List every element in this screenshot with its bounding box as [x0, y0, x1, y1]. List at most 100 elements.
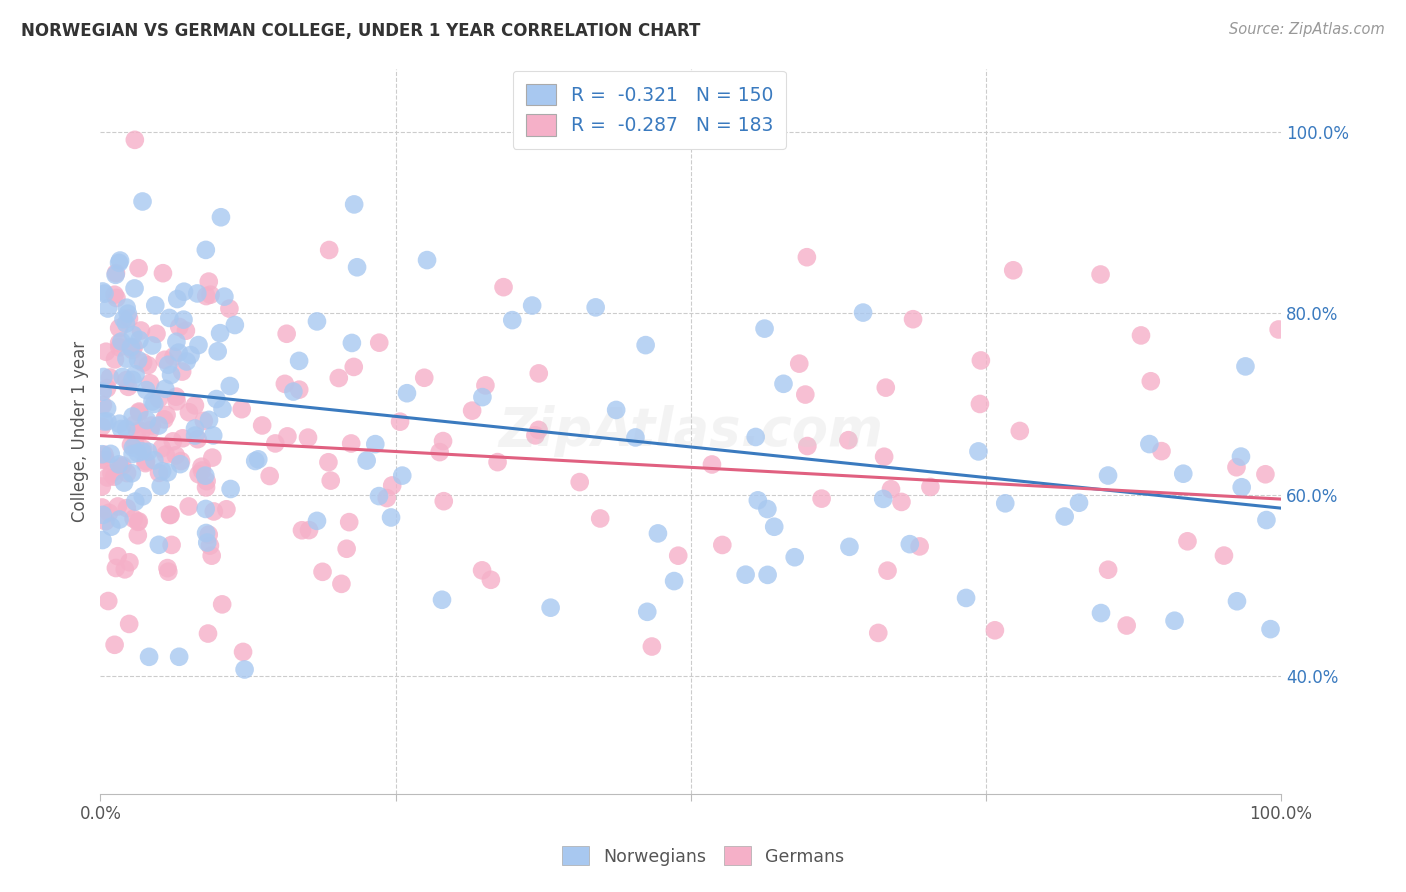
Point: [117, 307, 139, 321]
Point: [186, 286, 208, 301]
Point: [190, 459, 212, 474]
Point: [337, 515, 360, 529]
Point: [127, 425, 149, 439]
Point: [520, 299, 543, 313]
Point: [111, 369, 134, 384]
Point: [955, 591, 977, 605]
Point: [1256, 513, 1278, 527]
Point: [138, 649, 160, 664]
Point: [108, 253, 131, 268]
Point: [91, 447, 114, 461]
Point: [1067, 496, 1090, 510]
Point: [112, 475, 135, 490]
Point: [166, 292, 188, 306]
Point: [191, 464, 214, 478]
Point: [318, 455, 340, 469]
Point: [96, 401, 118, 416]
Point: [430, 592, 453, 607]
Text: Source: ZipAtlas.com: Source: ZipAtlas.com: [1229, 22, 1385, 37]
Point: [148, 392, 170, 406]
Point: [177, 500, 200, 514]
Point: [634, 338, 657, 352]
Point: [150, 442, 173, 456]
Point: [211, 598, 233, 612]
Point: [194, 243, 217, 257]
Point: [124, 281, 146, 295]
Point: [91, 398, 114, 412]
Point: [176, 354, 198, 368]
Point: [486, 455, 509, 469]
Point: [375, 491, 398, 505]
Point: [1267, 322, 1289, 336]
Point: [1002, 263, 1025, 277]
Point: [346, 260, 368, 275]
Point: [1097, 563, 1119, 577]
Point: [1130, 328, 1153, 343]
Legend: Norwegians, Germans: Norwegians, Germans: [553, 838, 853, 874]
Point: [173, 312, 195, 326]
Point: [115, 422, 138, 436]
Point: [173, 285, 195, 299]
Point: [837, 433, 859, 447]
Point: [197, 527, 219, 541]
Point: [810, 491, 832, 506]
Point: [218, 301, 240, 316]
Point: [94, 453, 117, 467]
Point: [200, 287, 222, 301]
Point: [1225, 460, 1247, 475]
Point: [93, 448, 115, 462]
Point: [115, 317, 138, 331]
Point: [205, 392, 228, 406]
Point: [107, 500, 129, 514]
Point: [135, 383, 157, 397]
Point: [1053, 509, 1076, 524]
Point: [1213, 549, 1236, 563]
Point: [783, 550, 806, 565]
Point: [160, 368, 183, 382]
Point: [589, 511, 612, 525]
Point: [124, 133, 146, 147]
Point: [624, 430, 647, 444]
Point: [153, 352, 176, 367]
Point: [880, 482, 903, 496]
Point: [264, 436, 287, 450]
Point: [121, 409, 143, 424]
Point: [167, 649, 190, 664]
Point: [796, 439, 818, 453]
Point: [115, 466, 138, 480]
Point: [1090, 268, 1112, 282]
Point: [794, 387, 817, 401]
Point: [91, 508, 114, 522]
Point: [156, 466, 179, 480]
Point: [118, 555, 141, 569]
Text: ZipAtlas.com: ZipAtlas.com: [498, 405, 883, 457]
Point: [297, 431, 319, 445]
Point: [141, 418, 163, 433]
Point: [174, 324, 197, 338]
Point: [127, 353, 149, 368]
Point: [104, 352, 127, 367]
Point: [100, 519, 122, 533]
Point: [153, 412, 176, 426]
Point: [105, 291, 128, 305]
Point: [1137, 437, 1160, 451]
Point: [1090, 606, 1112, 620]
Point: [169, 457, 191, 471]
Point: [115, 373, 138, 387]
Point: [167, 320, 190, 334]
Point: [121, 373, 143, 387]
Point: [250, 418, 273, 433]
Point: [209, 326, 232, 340]
Point: [91, 285, 114, 299]
Point: [787, 357, 810, 371]
Point: [159, 508, 181, 522]
Point: [198, 539, 221, 553]
Point: [838, 540, 860, 554]
Point: [201, 450, 224, 465]
Point: [184, 398, 207, 412]
Point: [305, 314, 328, 328]
Point: [131, 194, 153, 209]
Point: [1008, 424, 1031, 438]
Point: [184, 421, 207, 435]
Point: [501, 313, 523, 327]
